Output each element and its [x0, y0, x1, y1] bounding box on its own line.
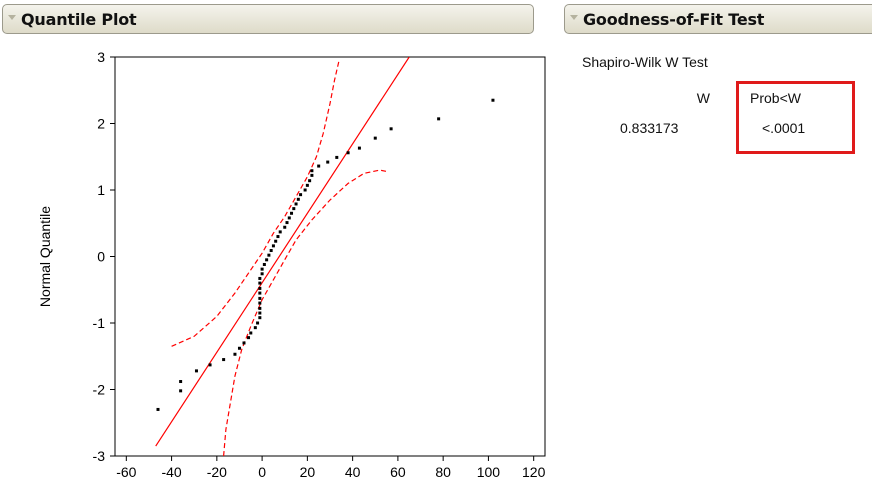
data-point — [258, 286, 262, 290]
data-point — [271, 244, 275, 248]
data-point — [265, 258, 269, 262]
data-point — [290, 211, 294, 215]
data-point — [310, 169, 314, 173]
data-point — [303, 188, 307, 192]
data-point — [179, 380, 183, 384]
y-tick-label: -3 — [93, 448, 106, 464]
data-point — [326, 160, 330, 164]
data-point — [283, 225, 287, 229]
fit-line — [155, 57, 410, 447]
data-point — [346, 151, 350, 155]
y-tick-label: 2 — [97, 116, 105, 132]
data-point — [285, 221, 289, 225]
y-tick-label: 3 — [97, 49, 105, 65]
data-point — [179, 389, 183, 393]
data-point — [258, 296, 262, 300]
data-point — [222, 358, 226, 362]
data-point — [310, 173, 314, 177]
p-value-highlight-box — [736, 81, 855, 154]
data-point — [269, 249, 273, 253]
x-tick-label: -20 — [207, 464, 227, 480]
x-tick-label: 120 — [522, 464, 546, 480]
p-value: <.0001 — [762, 120, 806, 136]
data-point — [267, 253, 271, 257]
data-point — [287, 216, 291, 220]
y-tick-label: -1 — [93, 315, 106, 331]
quantile-plot-header[interactable]: Quantile Plot — [2, 4, 534, 34]
data-point — [373, 136, 377, 140]
disclosure-triangle-icon[interactable] — [570, 15, 578, 20]
w-column-header: W — [696, 90, 710, 106]
test-name-label: Shapiro-Wilk W Test — [582, 54, 708, 70]
data-point — [278, 230, 282, 234]
quantile-plot-title: Quantile Plot — [21, 9, 137, 29]
data-point — [335, 155, 339, 159]
data-point — [249, 331, 253, 335]
data-point — [357, 146, 361, 150]
data-point — [308, 179, 312, 183]
confidence-band-lower — [223, 169, 387, 456]
data-point — [258, 291, 262, 295]
data-point — [296, 197, 300, 201]
data-point — [276, 235, 280, 239]
data-point — [274, 239, 278, 243]
data-point — [260, 272, 264, 276]
plot-content — [155, 57, 495, 456]
data-point — [317, 164, 321, 168]
data-point — [491, 98, 495, 102]
data-point — [194, 369, 198, 373]
prob-column-header: Prob<W — [750, 90, 801, 106]
data-point — [242, 341, 246, 345]
y-tick-label: 1 — [97, 182, 105, 198]
data-point — [292, 207, 296, 211]
data-point — [294, 202, 298, 206]
x-tick-label: 40 — [345, 464, 361, 480]
data-point — [389, 127, 393, 131]
data-point — [256, 321, 260, 325]
data-point — [247, 336, 251, 340]
data-point — [258, 311, 262, 315]
data-point — [299, 193, 303, 197]
x-tick-label: 60 — [390, 464, 406, 480]
plot-frame — [114, 56, 546, 457]
data-point — [208, 363, 212, 367]
data-point — [156, 407, 160, 411]
x-tick-label: -40 — [161, 464, 181, 480]
data-point — [262, 262, 266, 266]
disclosure-triangle-icon[interactable] — [8, 15, 16, 20]
x-tick-label: 80 — [435, 464, 451, 480]
x-tick-label: 100 — [477, 464, 501, 480]
y-axis-label: Normal Quantile — [37, 206, 53, 307]
data-point — [305, 183, 309, 187]
x-tick-label: 0 — [258, 464, 266, 480]
x-tick-label: 20 — [300, 464, 316, 480]
w-statistic-value: 0.833173 — [620, 120, 679, 136]
x-tick-label: -60 — [116, 464, 136, 480]
data-point — [258, 306, 262, 310]
data-point — [258, 281, 262, 285]
data-point — [237, 346, 241, 350]
data-point — [258, 301, 262, 305]
confidence-band-upper — [171, 60, 340, 347]
y-tick-label: -2 — [93, 382, 106, 398]
y-tick-label: 0 — [97, 249, 105, 265]
goodness-of-fit-title: Goodness-of-Fit Test — [583, 9, 765, 29]
data-point — [258, 316, 262, 320]
data-point — [253, 326, 257, 330]
data-point — [258, 276, 262, 280]
data-point — [233, 352, 237, 356]
data-point — [260, 267, 264, 271]
goodness-of-fit-header[interactable]: Goodness-of-Fit Test — [564, 4, 872, 34]
data-point — [437, 117, 441, 121]
